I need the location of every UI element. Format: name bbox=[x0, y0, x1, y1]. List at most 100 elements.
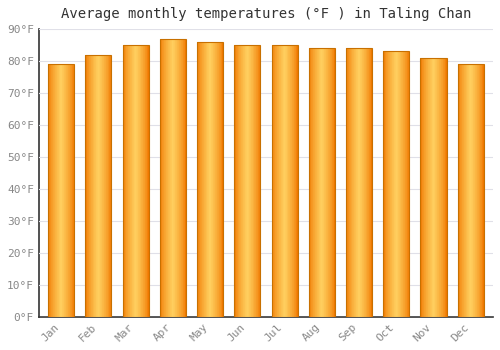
Bar bbox=[420, 58, 421, 317]
Bar bbox=[160, 38, 161, 317]
Bar bbox=[466, 64, 467, 317]
Bar bbox=[481, 64, 482, 317]
Bar bbox=[94, 55, 95, 317]
Bar bbox=[214, 42, 216, 317]
Bar bbox=[445, 58, 446, 317]
Bar bbox=[141, 45, 142, 317]
Bar bbox=[92, 55, 93, 317]
Bar bbox=[124, 45, 125, 317]
Bar bbox=[423, 58, 424, 317]
Bar bbox=[392, 51, 393, 317]
Bar bbox=[238, 45, 239, 317]
Bar bbox=[63, 64, 64, 317]
Bar bbox=[354, 48, 355, 317]
Bar bbox=[209, 42, 210, 317]
Bar bbox=[180, 38, 182, 317]
Bar bbox=[394, 51, 395, 317]
Bar bbox=[349, 48, 350, 317]
Bar bbox=[462, 64, 463, 317]
Bar bbox=[479, 64, 480, 317]
Bar bbox=[143, 45, 144, 317]
Bar bbox=[421, 58, 422, 317]
Bar bbox=[59, 64, 60, 317]
Bar bbox=[110, 55, 111, 317]
Bar bbox=[383, 51, 409, 317]
Bar bbox=[274, 45, 275, 317]
Bar bbox=[272, 45, 273, 317]
Bar bbox=[333, 48, 334, 317]
Bar bbox=[52, 64, 54, 317]
Bar bbox=[219, 42, 220, 317]
Bar bbox=[241, 45, 242, 317]
Bar bbox=[468, 64, 469, 317]
Bar bbox=[334, 48, 335, 317]
Bar bbox=[169, 38, 170, 317]
Bar bbox=[99, 55, 100, 317]
Bar bbox=[294, 45, 295, 317]
Bar bbox=[355, 48, 356, 317]
Bar bbox=[464, 64, 465, 317]
Bar bbox=[465, 64, 466, 317]
Bar bbox=[125, 45, 126, 317]
Bar bbox=[140, 45, 141, 317]
Bar bbox=[432, 58, 433, 317]
Bar bbox=[351, 48, 352, 317]
Bar bbox=[442, 58, 444, 317]
Bar bbox=[361, 48, 362, 317]
Bar bbox=[350, 48, 351, 317]
Bar bbox=[207, 42, 208, 317]
Bar bbox=[297, 45, 298, 317]
Bar bbox=[352, 48, 353, 317]
Bar bbox=[474, 64, 476, 317]
Bar bbox=[95, 55, 96, 317]
Bar bbox=[171, 38, 172, 317]
Bar bbox=[106, 55, 107, 317]
Bar bbox=[463, 64, 464, 317]
Bar bbox=[69, 64, 70, 317]
Bar bbox=[287, 45, 288, 317]
Bar bbox=[276, 45, 278, 317]
Bar bbox=[390, 51, 391, 317]
Bar bbox=[221, 42, 222, 317]
Bar bbox=[200, 42, 201, 317]
Bar bbox=[105, 55, 106, 317]
Bar bbox=[161, 38, 162, 317]
Bar bbox=[331, 48, 332, 317]
Bar bbox=[400, 51, 401, 317]
Bar bbox=[460, 64, 461, 317]
Bar bbox=[408, 51, 410, 317]
Bar bbox=[476, 64, 477, 317]
Bar bbox=[319, 48, 320, 317]
Bar bbox=[308, 48, 310, 317]
Bar bbox=[204, 42, 205, 317]
Bar bbox=[162, 38, 163, 317]
Bar bbox=[64, 64, 65, 317]
Bar bbox=[389, 51, 390, 317]
Bar bbox=[288, 45, 289, 317]
Bar bbox=[401, 51, 402, 317]
Bar bbox=[165, 38, 166, 317]
Bar bbox=[312, 48, 314, 317]
Bar bbox=[320, 48, 321, 317]
Bar bbox=[292, 45, 293, 317]
Bar bbox=[60, 64, 61, 317]
Bar bbox=[458, 64, 483, 317]
Bar bbox=[283, 45, 284, 317]
Bar bbox=[346, 48, 372, 317]
Bar bbox=[131, 45, 132, 317]
Bar bbox=[70, 64, 71, 317]
Bar bbox=[57, 64, 58, 317]
Bar bbox=[251, 45, 252, 317]
Bar bbox=[296, 45, 297, 317]
Bar bbox=[259, 45, 260, 317]
Bar bbox=[290, 45, 291, 317]
Bar bbox=[102, 55, 103, 317]
Bar bbox=[198, 42, 199, 317]
Bar bbox=[467, 64, 468, 317]
Bar bbox=[201, 42, 202, 317]
Bar bbox=[98, 55, 99, 317]
Bar bbox=[253, 45, 254, 317]
Bar bbox=[357, 48, 358, 317]
Bar bbox=[96, 55, 97, 317]
Bar bbox=[402, 51, 403, 317]
